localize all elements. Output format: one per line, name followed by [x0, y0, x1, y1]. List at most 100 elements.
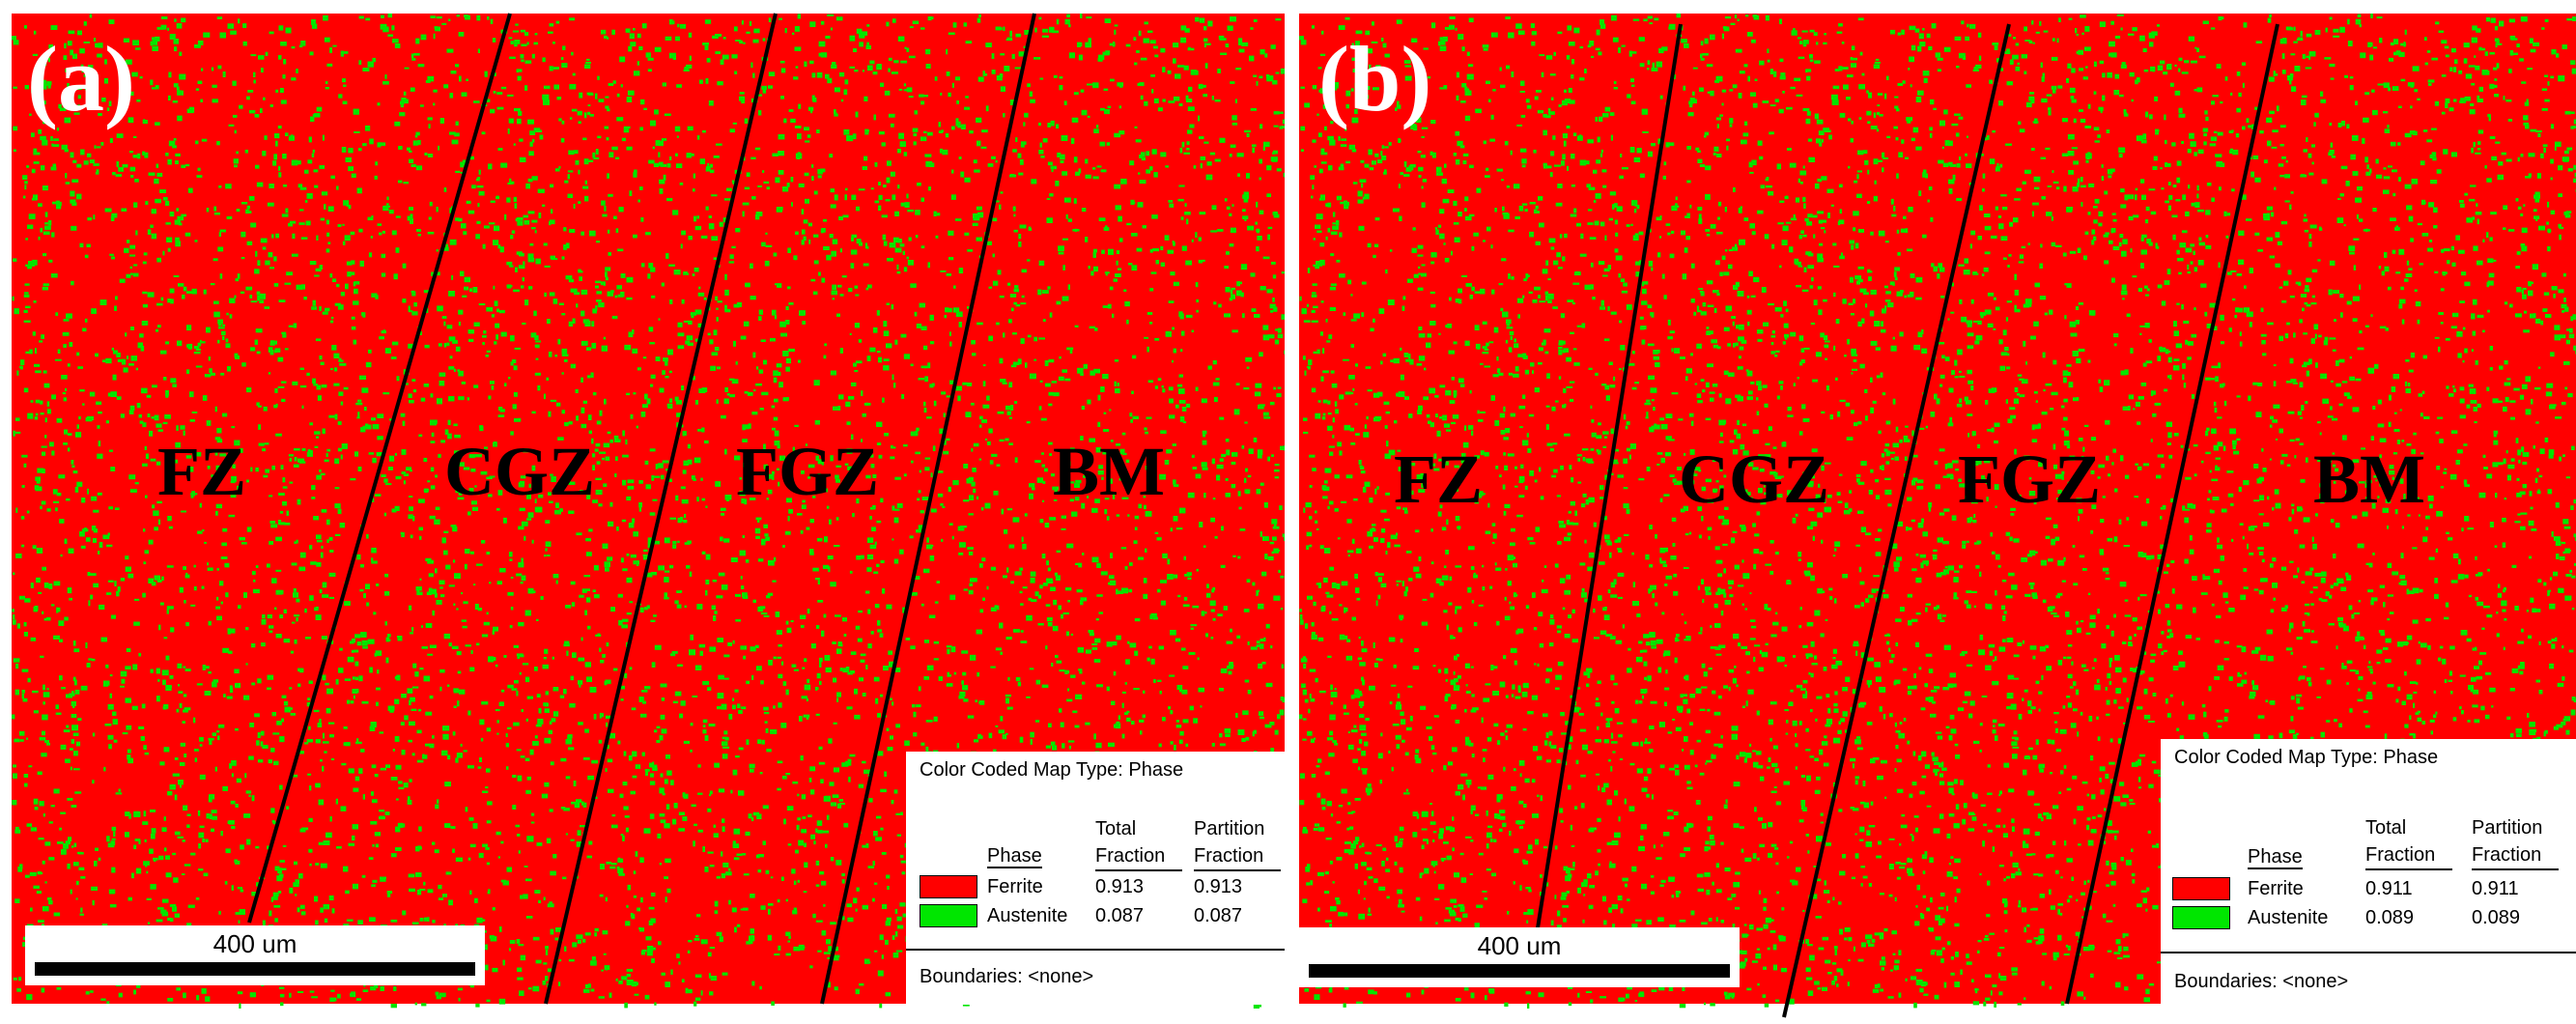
austenite-grain	[98, 113, 102, 117]
austenite-grain	[576, 799, 582, 803]
austenite-grain	[629, 33, 635, 40]
austenite-grain	[172, 145, 177, 149]
austenite-grain	[333, 383, 340, 386]
austenite-grain	[1209, 600, 1216, 607]
austenite-grain	[324, 918, 328, 924]
austenite-grain	[70, 152, 74, 158]
austenite-grain	[178, 283, 184, 287]
austenite-grain	[507, 128, 510, 134]
austenite-grain	[873, 950, 878, 953]
austenite-grain	[843, 822, 849, 828]
austenite-grain	[952, 307, 960, 313]
austenite-grain	[510, 431, 514, 436]
austenite-grain	[109, 253, 114, 256]
austenite-grain	[362, 425, 369, 430]
austenite-grain	[1095, 446, 1101, 453]
austenite-grain	[836, 284, 842, 288]
austenite-grain	[506, 261, 513, 266]
austenite-grain	[101, 359, 107, 363]
austenite-grain	[125, 666, 131, 670]
austenite-grain	[453, 688, 459, 692]
austenite-grain	[455, 346, 461, 352]
austenite-grain	[757, 869, 762, 873]
austenite-grain	[553, 84, 559, 90]
austenite-grain	[626, 146, 633, 151]
austenite-grain	[150, 809, 156, 812]
austenite-grain	[406, 467, 412, 471]
austenite-grain	[144, 445, 148, 450]
austenite-grain	[805, 443, 808, 446]
austenite-grain	[615, 978, 618, 981]
austenite-grain	[763, 712, 770, 715]
austenite-grain	[992, 253, 995, 258]
austenite-grain	[543, 393, 547, 400]
austenite-grain	[278, 172, 282, 178]
austenite-grain	[1247, 225, 1255, 231]
austenite-grain	[1008, 382, 1013, 388]
austenite-grain	[322, 732, 326, 739]
austenite-grain	[834, 87, 840, 93]
austenite-grain	[194, 749, 199, 752]
austenite-grain	[535, 724, 542, 727]
austenite-grain	[145, 201, 149, 206]
austenite-grain	[855, 625, 861, 630]
austenite-grain	[1049, 517, 1057, 521]
austenite-grain	[925, 48, 931, 55]
austenite-grain	[732, 697, 735, 701]
austenite-grain	[126, 725, 132, 730]
austenite-grain	[943, 450, 949, 455]
austenite-grain	[1046, 580, 1054, 584]
austenite-grain	[125, 697, 131, 703]
austenite-grain	[296, 598, 300, 603]
austenite-grain	[566, 650, 569, 656]
austenite-grain	[134, 839, 141, 841]
austenite-grain	[127, 757, 133, 764]
austenite-grain	[42, 611, 44, 614]
austenite-grain	[1173, 242, 1175, 246]
austenite-grain	[768, 71, 776, 76]
austenite-grain	[660, 773, 664, 778]
austenite-grain	[812, 913, 816, 919]
austenite-grain	[63, 55, 68, 60]
austenite-grain	[850, 670, 855, 674]
austenite-grain	[709, 339, 714, 345]
austenite-grain	[1196, 568, 1200, 572]
austenite-grain	[909, 535, 914, 539]
austenite-grain	[672, 700, 679, 704]
austenite-grain	[1182, 604, 1190, 608]
austenite-grain	[1262, 412, 1269, 416]
austenite-grain	[234, 668, 240, 674]
austenite-grain	[241, 257, 245, 260]
austenite-grain	[1012, 361, 1020, 365]
austenite-grain	[410, 632, 413, 635]
austenite-grain	[448, 584, 455, 587]
austenite-grain	[370, 985, 377, 991]
austenite-grain	[844, 194, 847, 201]
austenite-grain	[1180, 37, 1187, 43]
austenite-grain	[580, 310, 585, 317]
austenite-grain	[896, 239, 902, 243]
austenite-grain	[1257, 454, 1262, 459]
austenite-grain	[757, 517, 760, 523]
austenite-grain	[948, 230, 954, 236]
austenite-grain	[1262, 536, 1269, 541]
austenite-grain	[226, 466, 230, 469]
austenite-grain	[649, 342, 656, 345]
austenite-grain	[496, 508, 500, 511]
austenite-grain	[1020, 141, 1027, 145]
austenite-grain	[1139, 180, 1146, 185]
austenite-grain	[652, 761, 655, 767]
austenite-grain	[1045, 745, 1052, 749]
austenite-grain	[423, 881, 426, 886]
austenite-grain	[715, 296, 718, 300]
austenite-grain	[826, 505, 830, 509]
austenite-grain	[1088, 38, 1091, 43]
austenite-grain	[733, 303, 740, 308]
austenite-grain	[920, 245, 925, 249]
austenite-grain	[620, 557, 624, 563]
austenite-grain	[345, 283, 349, 290]
austenite-grain	[158, 855, 164, 861]
austenite-grain	[282, 333, 287, 338]
austenite-grain	[149, 430, 154, 437]
austenite-grain	[316, 534, 322, 540]
